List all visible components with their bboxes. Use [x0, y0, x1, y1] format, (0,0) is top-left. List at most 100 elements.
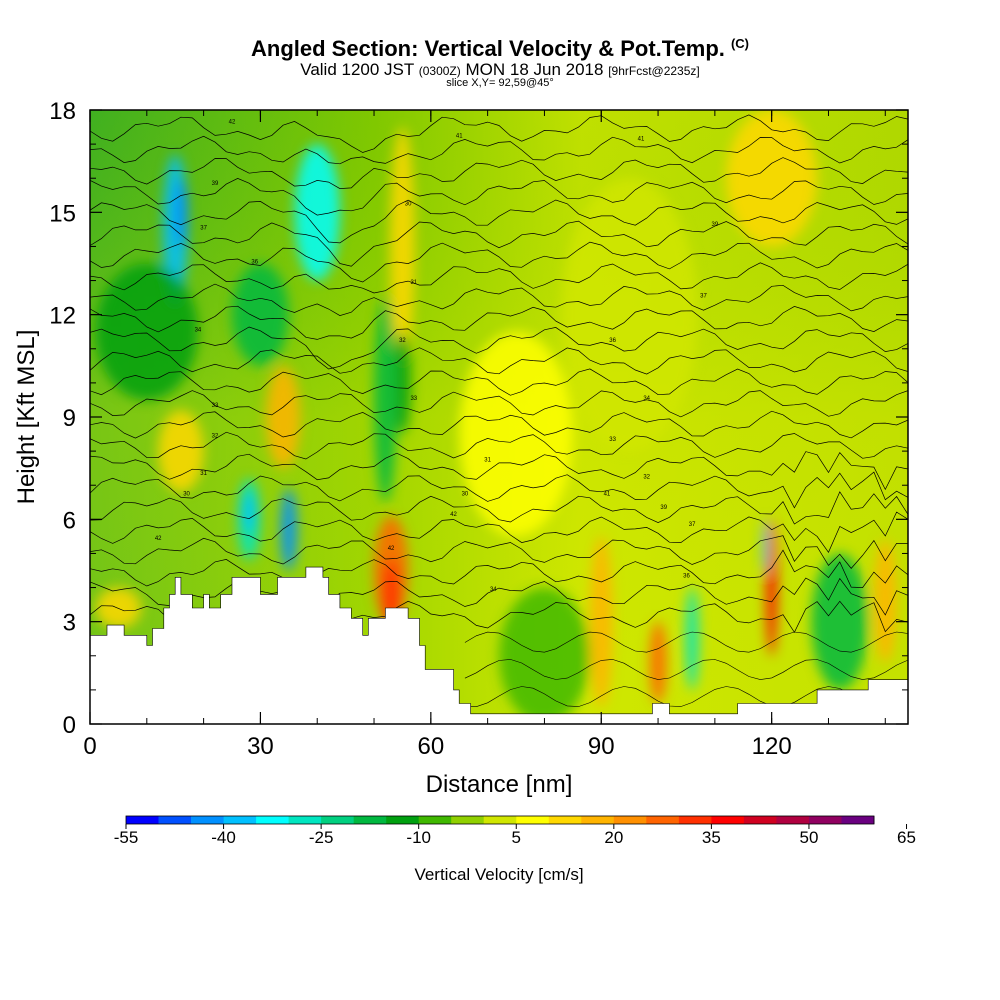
x-tick-label: 90 — [588, 733, 615, 760]
velocity-cell — [762, 519, 770, 574]
chart-subtitle: Valid 1200 JST (0300Z) MON 18 Jun 2018 [… — [0, 60, 1000, 80]
contour-label: 32 — [399, 338, 406, 344]
theta-contour — [90, 326, 908, 370]
y-axis-label: Height [Kft MSL] — [13, 330, 40, 505]
theta-contour — [90, 347, 908, 375]
theta-contour — [90, 471, 908, 509]
x-tick-label: 30 — [247, 733, 274, 760]
velocity-cell — [499, 587, 590, 724]
x-tick-label: 0 — [83, 733, 96, 760]
colorbar-swatch — [711, 816, 745, 824]
theta-contour — [90, 135, 908, 165]
y-tick-label: 12 — [49, 303, 76, 330]
colorbar-swatch — [581, 816, 615, 824]
velocity-cell — [280, 488, 298, 571]
colorbar-tick-label: 65 — [897, 828, 916, 847]
contour-label: 39 — [712, 222, 719, 228]
velocity-cell — [174, 178, 188, 247]
colorbar-tick-label: 5 — [512, 828, 521, 847]
colorbar-swatch — [613, 816, 647, 824]
velocity-cell — [685, 587, 699, 690]
colorbar-swatch — [841, 816, 875, 824]
contour-label: 33 — [609, 437, 616, 443]
colorbar-swatch — [223, 816, 257, 824]
velocity-cell — [95, 263, 198, 400]
velocity-cell — [561, 178, 698, 452]
contour-label: 30 — [405, 202, 412, 208]
contour-label: 34 — [643, 396, 650, 402]
colorbar-tick-label: -10 — [406, 828, 431, 847]
velocity-cell — [649, 621, 667, 704]
contour-label: 37 — [689, 522, 696, 528]
contour-label: 30 — [462, 491, 469, 497]
contour-label: 39 — [212, 181, 219, 187]
colorbar-swatch — [646, 816, 680, 824]
contour-label: 37 — [700, 294, 707, 300]
contour-label: 34 — [195, 328, 202, 334]
contour-label: 32 — [643, 474, 650, 480]
colorbar-swatch — [353, 816, 387, 824]
velocity-cell — [873, 539, 897, 663]
velocity-cell — [158, 410, 204, 493]
colorbar-swatch — [158, 816, 192, 824]
contour-label: 41 — [604, 491, 611, 497]
colorbar-swatch — [548, 816, 582, 824]
theta-contour — [464, 631, 908, 653]
theta-contour — [90, 491, 908, 525]
contour-label: 33 — [212, 403, 219, 409]
theta-contour — [90, 390, 908, 418]
contour-label: 41 — [638, 137, 645, 143]
contour-label: 33 — [410, 396, 417, 402]
colorbar: -55 -40 -25 -10 5 20 35 50 65 — [114, 815, 916, 847]
colorbar-swatch — [321, 816, 355, 824]
theta-contour — [90, 283, 908, 316]
colorbar-swatch — [678, 816, 712, 824]
velocity-cell — [232, 263, 289, 366]
x-tick-label: 60 — [417, 733, 444, 760]
contour-label: 42 — [388, 546, 395, 552]
theta-contour — [90, 241, 908, 283]
theta-contour — [90, 511, 908, 554]
velocity-cell — [243, 492, 255, 533]
valid-date: MON 18 Jun 2018 — [465, 60, 604, 79]
theta-contour — [90, 199, 908, 244]
colorbar-swatch — [451, 816, 485, 824]
theta-contour — [90, 451, 908, 491]
contour-label: 42 — [229, 120, 236, 126]
theta-contour — [464, 659, 908, 680]
contour-label: 32 — [212, 433, 219, 439]
velocity-cell — [374, 297, 397, 503]
velocity-cell — [726, 110, 818, 247]
theta-contour — [90, 577, 908, 616]
theta-contour — [90, 305, 908, 340]
velocity-cell — [266, 365, 301, 469]
x-tick-label: 120 — [752, 733, 792, 760]
colorbar-swatch — [743, 816, 777, 824]
contour-label: 41 — [456, 133, 463, 139]
colorbar-tick-label: -55 — [114, 828, 139, 847]
chart-title: Angled Section: Vertical Velocity & Pot.… — [0, 36, 1000, 62]
theta-contour — [90, 535, 908, 569]
colorbar-swatch — [126, 816, 159, 824]
theta-contour — [90, 157, 908, 189]
forecast-label: [9hrFcst@2235z] — [608, 64, 700, 78]
velocity-cell — [294, 144, 340, 281]
x-axis-label: Distance [nm] — [426, 771, 573, 798]
contour-label: 39 — [660, 505, 667, 511]
colorbar-frame — [125, 815, 875, 825]
contour-label: 31 — [410, 280, 417, 286]
contour-label: 36 — [251, 260, 258, 266]
contour-label: 31 — [484, 457, 491, 463]
contour-label: 30 — [183, 491, 190, 497]
y-tick-label: 9 — [63, 405, 76, 432]
contour-label: 36 — [609, 338, 616, 344]
colorbar-tick-label: -40 — [211, 828, 236, 847]
theta-contour — [90, 549, 908, 588]
contour-label: 37 — [200, 225, 207, 231]
y-tick-label: 3 — [63, 610, 76, 637]
theta-contour — [90, 368, 908, 396]
colorbar-swatch — [776, 816, 810, 824]
terrain-mask — [90, 566, 908, 724]
colorbar-swatch — [809, 816, 842, 824]
